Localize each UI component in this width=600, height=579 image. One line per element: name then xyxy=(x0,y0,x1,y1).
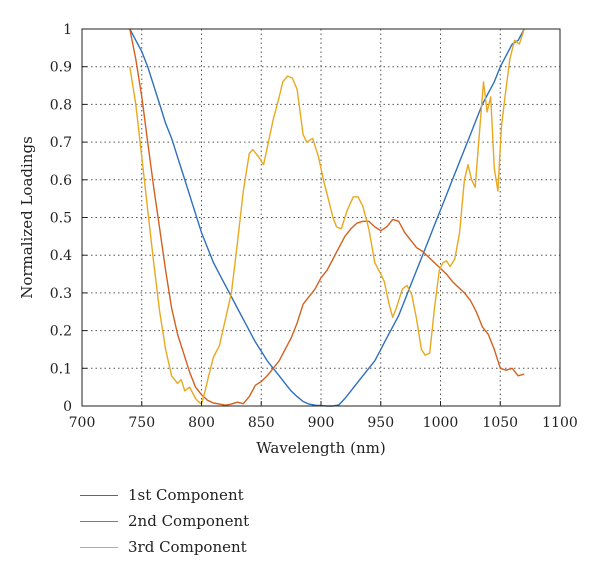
series-line-2nd-component xyxy=(129,28,525,406)
legend-label-3rd-component: 3rd Component xyxy=(128,538,247,556)
legend-item-3rd-component: 3rd Component xyxy=(80,534,249,560)
y-tick-label-0.9: 0.9 xyxy=(50,60,72,76)
x-tick-label-1050: 1050 xyxy=(482,415,518,431)
y-tick-label-0.1: 0.1 xyxy=(50,361,72,377)
x-tick-label-700: 700 xyxy=(69,415,96,431)
y-tick-label-0.3: 0.3 xyxy=(50,286,72,302)
x-axis-ticks: 700 750 800 850 900 950 1000 1050 1100 xyxy=(69,401,578,431)
x-tick-label-750: 750 xyxy=(128,415,155,431)
y-axis-ticks: 0 0.1 0.2 0.3 0.4 0.5 0.6 0.7 0.8 0.9 1 xyxy=(50,22,87,415)
y-tick-label-0.8: 0.8 xyxy=(50,97,72,113)
y-axis-label: Normalized Loadings xyxy=(18,136,36,299)
x-tick-label-900: 900 xyxy=(308,415,335,431)
y-tick-label-1: 1 xyxy=(63,22,72,38)
legend-item-1st-component: 1st Component xyxy=(80,482,249,508)
y-tick-label-0.7: 0.7 xyxy=(50,135,72,151)
x-tick-label-950: 950 xyxy=(367,415,394,431)
legend-swatch-1st-component xyxy=(80,494,118,496)
y-tick-label-0.2: 0.2 xyxy=(50,324,72,340)
legend-swatch-2nd-component xyxy=(80,520,118,522)
legend-label-1st-component: 1st Component xyxy=(128,486,244,504)
x-tick-label-1100: 1100 xyxy=(542,415,578,431)
line-chart: 700 750 800 850 900 950 1000 1050 1100 0 0.1 0.2 0.… xyxy=(18,22,578,457)
legend-item-2nd-component: 2nd Component xyxy=(80,508,249,534)
legend-label-2nd-component: 2nd Component xyxy=(128,512,250,530)
y-tick-label-0.4: 0.4 xyxy=(50,248,72,264)
y-tick-label-0.6: 0.6 xyxy=(50,173,72,189)
x-axis-label: Wavelength (nm) xyxy=(256,439,385,457)
x-tick-label-850: 850 xyxy=(248,415,275,431)
legend-swatch-3rd-component xyxy=(80,546,118,548)
grid xyxy=(82,29,560,406)
y-tick-label-0: 0 xyxy=(63,399,72,415)
y-tick-label-0.5: 0.5 xyxy=(50,211,72,227)
x-tick-label-1000: 1000 xyxy=(423,415,459,431)
series-line-3rd-component xyxy=(129,28,525,405)
legend: 1st Component 2nd Component 3rd Componen… xyxy=(80,482,249,560)
x-tick-label-800: 800 xyxy=(188,415,215,431)
